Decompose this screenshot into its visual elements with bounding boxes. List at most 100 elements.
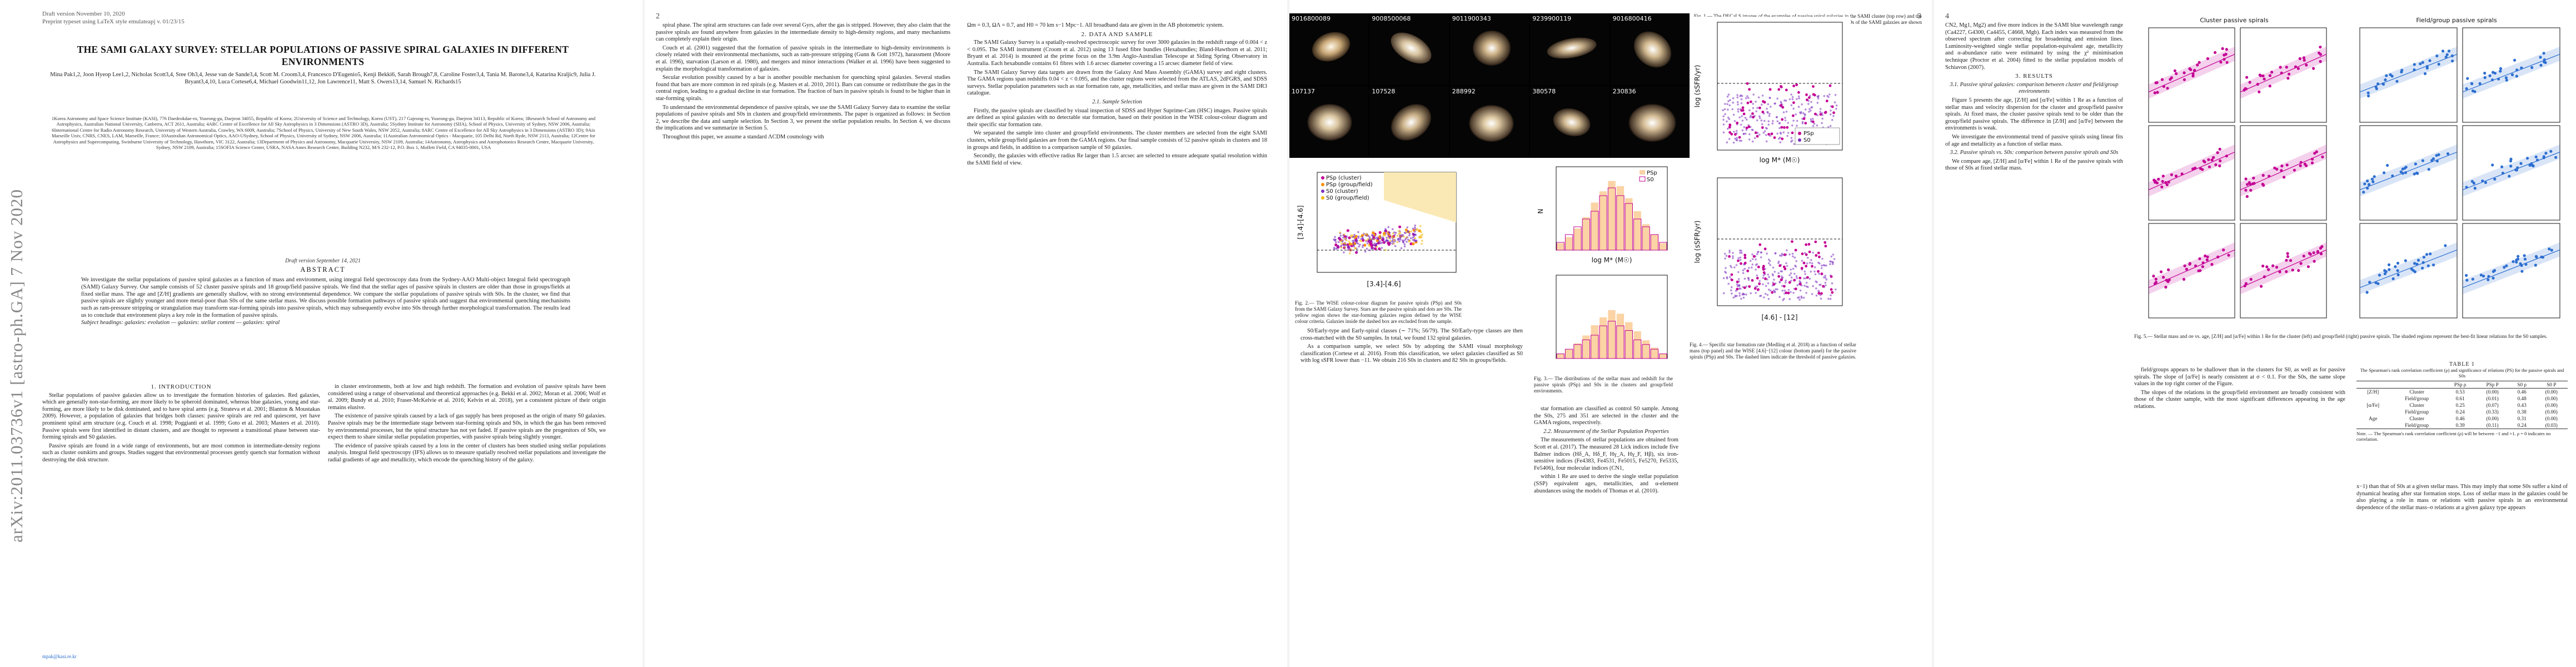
scatter-point [1729,265,1732,267]
scatter-point [2243,284,2246,287]
scatter-point [1823,111,1827,115]
legend: PSp S0 [1639,170,1657,183]
scatter-point [1747,277,1750,280]
scatter-point [1741,106,1745,109]
scatter-point [2367,94,2370,98]
paragraph: Secular evolution possibly caused by a b… [656,74,950,102]
figure-5-right-block: Field/group passive spirals [2345,17,2568,328]
legend-label: S0 (group/field) [1326,195,1369,201]
scatter-point [1741,129,1744,132]
scatter-point [2466,77,2469,80]
paragraph: Secondly, the galaxies with effective ra… [967,153,1267,166]
scatter-point [1779,254,1781,257]
scatter-point [1808,277,1811,280]
scatter-point [1736,101,1739,103]
scatter-point [1394,232,1397,234]
scatter-point [2401,172,2404,175]
scatter-point [1805,277,1807,280]
scatter-point [1817,292,1821,295]
scatter-points-lower [1722,240,1837,301]
scatter-point [1364,233,1367,235]
scatter-point [2298,57,2301,61]
scatter-point [2212,156,2215,159]
scatter-point [1726,120,1728,123]
bar [1599,195,1607,251]
abstract-text: We investigate the stellar populations o… [81,277,570,326]
scatter-point [1348,242,1352,246]
scatter-point [2539,56,2542,59]
scatter-point [1421,233,1423,236]
scatter-point [1726,276,1728,278]
scatter-point [1391,240,1393,242]
scatter-point [1745,293,1747,296]
scatter-point [2154,281,2158,284]
page-divider [642,0,645,667]
scatter-point [1412,242,1415,246]
scatter-point [1732,257,1734,260]
scatter-point [1736,285,1739,287]
scatter-point [1398,230,1400,232]
contact-email-link[interactable]: mpak@kasi.re.kr [42,654,77,659]
scatter-point [1751,263,1754,266]
panel-frame [2359,223,2458,318]
scatter-point [2169,78,2172,81]
scatter-point [2214,163,2218,166]
scatter-point [1728,251,1731,253]
scatter-point [1393,242,1395,245]
scatter-point [1790,291,1792,293]
scatter-point [1802,117,1806,120]
scatter-point [1334,241,1337,243]
scatter-point [1772,120,1774,122]
scatter-point [2285,270,2288,273]
scatter-point [1801,260,1803,262]
table-cell: Field/group [2405,396,2429,401]
scatter-point [2183,264,2186,267]
scatter-point [1817,261,1820,264]
table-cell: (0.07) [2486,402,2499,408]
scatter-point [1767,273,1769,276]
bar [1582,217,1590,250]
scatter-point [1787,288,1790,291]
scatter-point [1817,96,1820,98]
scatter-point [2191,167,2195,171]
paragraph: star formation are classified as control… [1534,406,1678,426]
scatter-point [2159,270,2163,273]
scatter-point [2404,166,2408,169]
scatter-point [1810,270,1812,273]
panel-frame [2240,223,2327,318]
scatter-point [1339,231,1341,234]
scatter-point [1816,102,1819,104]
scatter-point [1410,230,1412,233]
scatter-point [2413,270,2416,273]
bar [1565,237,1573,250]
scatter-point [2378,273,2381,277]
scatter-point [1415,240,1417,242]
table-1: TABLE 1 The Spearman's rank correlation … [2356,361,2568,442]
scatter-point [1829,297,1832,300]
scatter-point [2432,263,2435,267]
scatter-point [2160,78,2164,81]
scatter-point [1726,141,1728,143]
scatter-point [1832,263,1834,265]
bar [1659,354,1667,359]
table-cell: 0.31 [2517,416,2527,421]
scatter-point [2183,71,2186,74]
scatter-point [1804,122,1807,125]
scatter-point [1758,115,1761,117]
scatter-point [2245,76,2249,79]
scatter-point [1804,108,1807,111]
bar [1642,344,1650,359]
scatter-point [1737,103,1739,106]
table-cell: (0.00) [2545,409,2558,415]
scatter-point [1797,95,1800,98]
scatter-point [1790,276,1793,279]
scatter-point [1797,106,1800,108]
scatter-point [1382,238,1385,241]
scatter-point [1722,277,1725,280]
scatter-point [2520,270,2524,273]
paragraph: We separated the sample into cluster and… [967,130,1267,151]
scatter-point [1736,96,1739,98]
legend: PSp (cluster) PSp (group/field) S0 (clus… [1321,175,1373,201]
scatter-point [2210,263,2214,266]
bar [1582,218,1591,251]
